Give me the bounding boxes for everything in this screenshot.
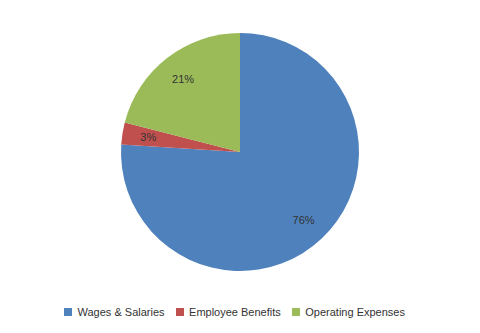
svg-text:21%: 21% [172,73,194,85]
svg-text:3%: 3% [140,131,156,143]
html-text:Wages & Salaries: Wages & Salaries [77,305,165,318]
svg-text:76%: 76% [293,214,315,226]
html-text:Employee Benefits: Employee Benefits [189,305,281,318]
html-text:Operating Expenses: Operating Expenses [305,305,405,318]
